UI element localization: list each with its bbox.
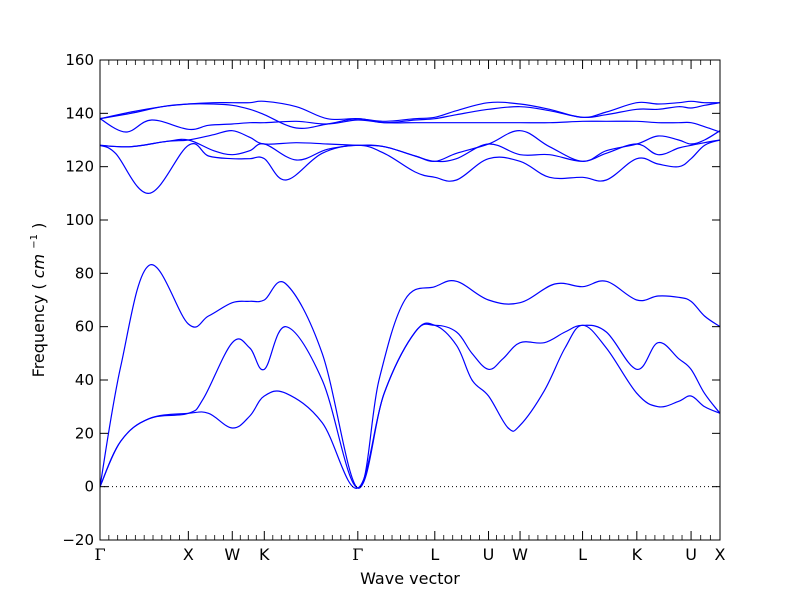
branch-line-9 — [100, 100, 720, 122]
y-axis-unit: cm — [29, 254, 48, 278]
series-layer — [100, 100, 720, 489]
x-symmetry-label-8: W — [512, 545, 528, 564]
x-symmetry-label-7: U — [483, 545, 495, 564]
branch-line-5 — [100, 138, 720, 163]
y-tick-label: 40 — [75, 371, 94, 389]
y-tick-label: 120 — [65, 158, 94, 176]
y-tick-label: 140 — [65, 104, 94, 122]
branch-line-1 — [100, 322, 720, 489]
x-symmetry-label-6: L — [430, 545, 439, 564]
y-axis-title: Frequency ( cm −1 ) — [22, 223, 48, 378]
x-symmetry-label-5: Γ — [352, 545, 363, 564]
x-symmetry-label-3: W — [224, 545, 240, 564]
x-symmetry-label-11: U — [685, 545, 697, 564]
plot-area-frame — [99, 59, 721, 541]
y-axis-title-text: Frequency — [29, 295, 48, 378]
y-tick-label: −20 — [62, 531, 94, 549]
ticks-layer — [99, 59, 721, 541]
x-symmetry-label-12: X — [715, 545, 726, 564]
branch-line-6 — [100, 130, 720, 162]
y-tick-label: 100 — [65, 211, 94, 229]
y-tick-label: 60 — [75, 318, 94, 336]
y-tick-label: 80 — [75, 264, 94, 282]
x-symmetry-label-2: X — [183, 545, 194, 564]
branch-line-7 — [100, 118, 720, 133]
branch-line-8 — [100, 102, 720, 129]
y-tick-label: 0 — [84, 478, 94, 496]
y-axis-title-close-paren: ) — [29, 223, 48, 229]
x-symmetry-label-4: K — [259, 545, 270, 564]
y-axis-title-open-paren: ( — [29, 283, 48, 289]
x-axis-title: Wave vector — [360, 569, 460, 588]
branch-line-3 — [100, 264, 720, 489]
x-symmetry-label-1: Γ — [94, 545, 105, 564]
y-axis-unit-exponent: −1 — [29, 234, 40, 249]
y-tick-label: 20 — [75, 424, 94, 442]
branch-line-4 — [100, 139, 720, 194]
x-symmetry-label-10: K — [632, 545, 643, 564]
y-tick-label: 160 — [65, 51, 94, 69]
x-symmetry-label-9: L — [578, 545, 587, 564]
branch-line-2 — [100, 323, 720, 489]
